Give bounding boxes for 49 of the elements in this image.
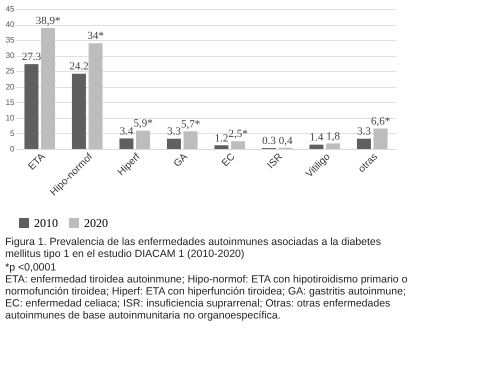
bar bbox=[326, 143, 340, 149]
data-label: 1.4 bbox=[310, 132, 324, 144]
bar bbox=[72, 74, 86, 149]
y-tick-label: 10 bbox=[6, 113, 16, 122]
data-label: 3.3 bbox=[357, 126, 372, 138]
data-label: 24.2 bbox=[69, 60, 89, 73]
bar bbox=[231, 141, 246, 149]
data-label: 0.3 bbox=[262, 135, 276, 148]
data-label: 0,4 bbox=[278, 134, 293, 147]
bar bbox=[88, 43, 103, 149]
y-tick-label: 25 bbox=[6, 66, 16, 76]
y-tick-label: 20 bbox=[6, 82, 16, 92]
text: Figura 1. Prevalencia de las enfermedades autoinmunes asociadas a la diabetes mellitus tipo 1 en el estudio DIACAM 1 (2010-2020) bbox=[5, 236, 382, 260]
bar bbox=[136, 130, 150, 149]
x-tick-label: ETA bbox=[26, 151, 48, 173]
data-label: 6,6* bbox=[370, 115, 390, 128]
x-tick-label: ISR bbox=[265, 152, 286, 172]
y-tick-label: 40 bbox=[6, 20, 16, 30]
data-label: 1,8 bbox=[326, 130, 340, 142]
y-tick-label: 45 bbox=[6, 4, 16, 14]
data-label: 27.3 bbox=[22, 51, 42, 64]
data-label: 2,5* bbox=[228, 128, 248, 140]
bar bbox=[24, 64, 38, 149]
bar bbox=[309, 144, 324, 149]
bar bbox=[119, 138, 134, 149]
data-label: 5,9* bbox=[133, 118, 153, 130]
legend-label: 2010 bbox=[34, 216, 58, 230]
bar bbox=[166, 138, 181, 149]
x-tick-label: GA bbox=[172, 151, 190, 170]
text: ETA: enfermedad tiroidea autoinmune; Hipo-normof: ETA con hipotiroidismo primario o normofunción tiroidea; Hiperf: ETA con hiperfunción tiroidea; GA: gastritis autoinmune; EC: enfermedad celiaca; ISR: insuficiencia suprarrenal; Otras: otras enfermedades autoinmunes de base autoinmunitaria no organoespecífica. bbox=[5, 274, 408, 322]
data-label: 5,7* bbox=[180, 118, 200, 130]
x-tick-label: EC bbox=[220, 152, 238, 170]
bar bbox=[356, 138, 371, 149]
data-label: 3.3 bbox=[167, 126, 182, 138]
bar bbox=[374, 128, 388, 149]
bar bbox=[41, 28, 56, 149]
y-tick-label: 15 bbox=[6, 98, 16, 107]
bar bbox=[184, 131, 198, 149]
legend-label: 2020 bbox=[84, 216, 108, 230]
data-label: 38,9* bbox=[36, 14, 60, 27]
y-tick-label: 30 bbox=[6, 51, 16, 60]
bar bbox=[214, 145, 228, 149]
y-tick-label: 35 bbox=[6, 36, 16, 45]
data-label: 34* bbox=[87, 30, 104, 42]
data-label: 1.2 bbox=[214, 132, 228, 144]
text: *p <0,0001 bbox=[5, 262, 56, 274]
y-tick-label: 0 bbox=[10, 144, 16, 154]
y-tick-label: 5 bbox=[10, 128, 16, 138]
data-label: 3.4 bbox=[120, 125, 134, 138]
